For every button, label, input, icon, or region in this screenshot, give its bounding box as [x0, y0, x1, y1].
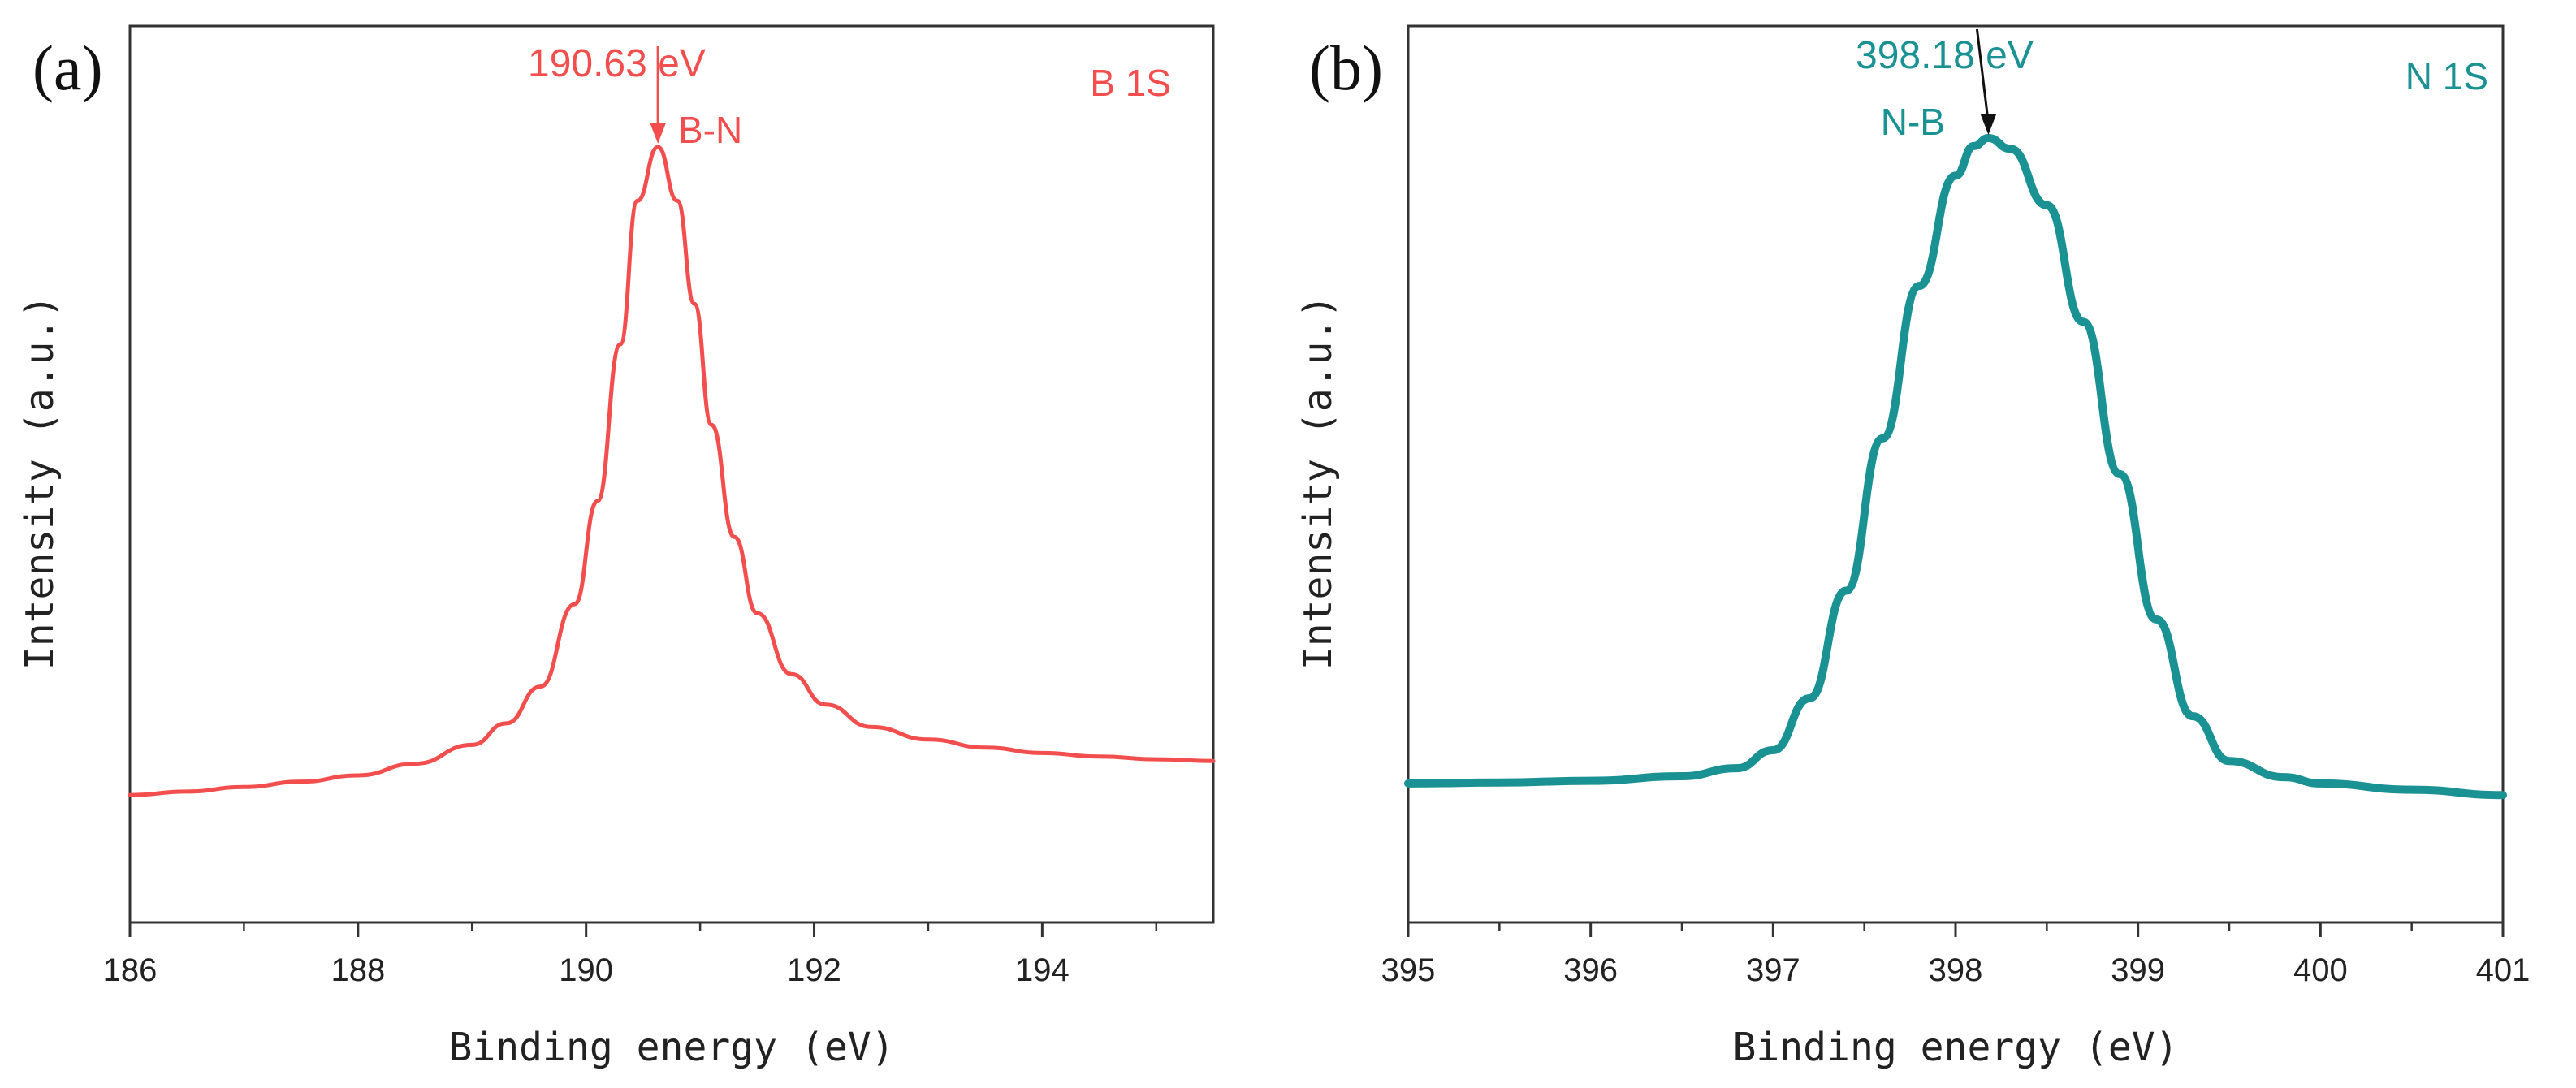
x-tick-label: 192 — [787, 952, 841, 988]
peak-arrowhead — [650, 123, 667, 145]
bond-label: B-N — [678, 109, 742, 151]
x-tick-label: 190 — [559, 952, 613, 988]
x-axis-label: Binding energy (eV) — [1732, 1025, 2178, 1070]
y-axis-label: Intensity (a.u.) — [1295, 295, 1341, 670]
panel-label: (b) — [1309, 32, 1383, 103]
bond-label: N-B — [1881, 101, 1945, 143]
x-tick-label: 401 — [2476, 952, 2531, 988]
x-tick-label: 399 — [2111, 952, 2165, 988]
x-tick-label: 398 — [1929, 952, 1983, 988]
x-tick-label: 186 — [103, 952, 158, 988]
x-tick-label: 396 — [1563, 952, 1618, 988]
spectrum-line — [1404, 134, 2507, 800]
x-tick-label: 400 — [2293, 952, 2348, 988]
peak-value-label: 190.63 eV — [528, 42, 706, 85]
x-tick-label: 397 — [1746, 952, 1800, 988]
spectrum-title: N 1S — [2405, 55, 2488, 97]
peak-arrowhead — [1980, 114, 1997, 135]
peak-value-label: 398.18 eV — [1856, 34, 2034, 77]
x-axis-label: Binding energy (eV) — [448, 1025, 894, 1070]
x-tick-label: 395 — [1381, 952, 1436, 988]
plot-frame — [128, 24, 1215, 924]
panel-b-n1s: 395 396 397 398 399 400 401 Binding energy (eV)… — [1295, 24, 2531, 1070]
x-tick-label: 188 — [331, 952, 385, 988]
panel-label: (a) — [32, 32, 103, 103]
x-tick-label: 194 — [1015, 952, 1070, 988]
spectrum-title: B 1S — [1090, 62, 1171, 104]
spectrum-line — [128, 145, 1216, 797]
peak-arrow — [1975, 28, 1990, 124]
y-axis-label: Intensity (a.u.) — [17, 295, 63, 670]
panel-a-b1s: 186 188 190 192 194 Binding energy (eV) Intens… — [17, 24, 1216, 1070]
